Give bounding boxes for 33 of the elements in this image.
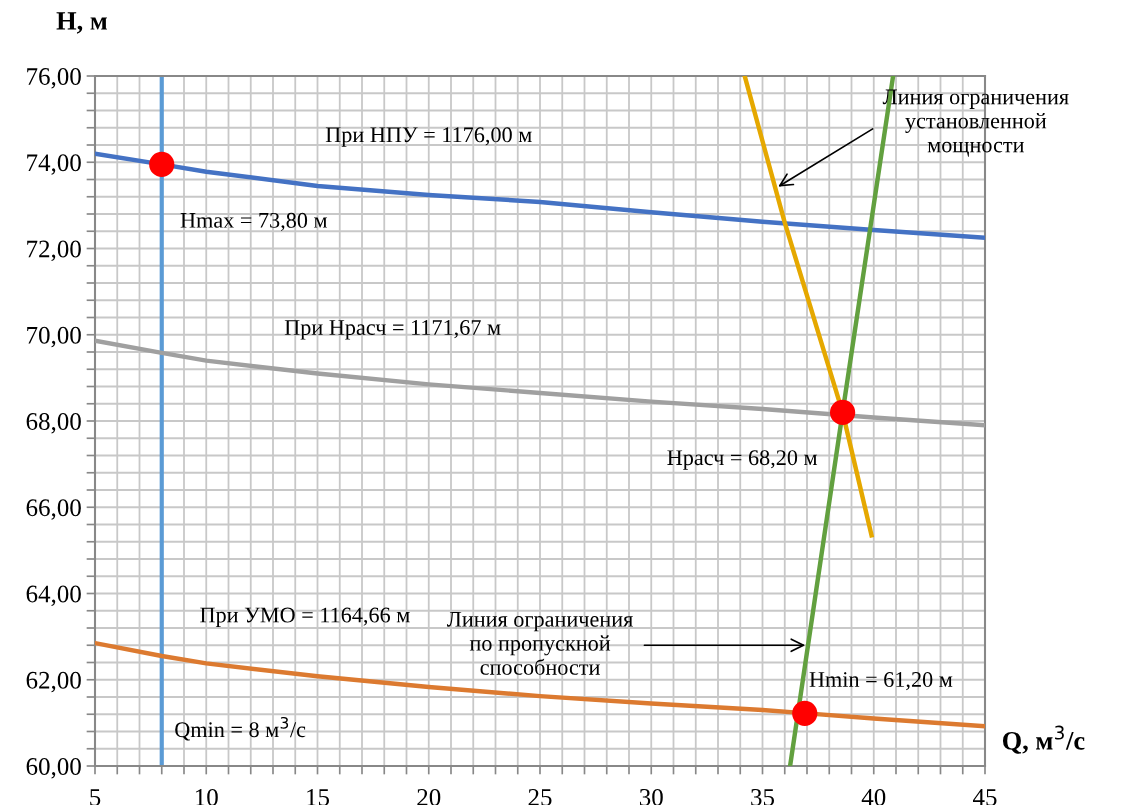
y-axis-title: H, м — [56, 12, 107, 34]
annotation: При Нрасч = 1171,67 м — [284, 320, 501, 340]
y-tick-label: 72,00 — [27, 240, 81, 262]
ref-line-label: Qmin = 8 м$^{3}$/с — [175, 716, 306, 741]
x-tick-label: 30 — [639, 788, 663, 805]
annotation: Hmax = 73,80 м — [180, 212, 328, 232]
annotation: Нрасч = 68,20 м — [667, 450, 818, 470]
x-tick-label: 45 — [972, 789, 997, 805]
x-axis-title: Q, м$^{3}$/с — [1002, 725, 1085, 754]
y-tick-label: 62,00 — [26, 671, 81, 693]
y-tick-label: 70,00 — [27, 326, 81, 348]
point — [792, 700, 818, 726]
line-series — [742, 76, 874, 538]
y-tick-label: 76,00 — [27, 68, 81, 89]
y-tick-label: 64,00 — [26, 585, 81, 607]
y-tick-label: 74,00 — [27, 154, 81, 175]
y-tick-label: 66,00 — [26, 499, 81, 520]
x-tick-label: 40 — [861, 788, 886, 805]
point — [829, 399, 856, 425]
annotation: При НПУ = 1176,00 м — [325, 127, 532, 147]
x-tick-label: 20 — [417, 788, 441, 805]
x-tick-label: 15 — [307, 789, 330, 805]
annotation: При УМО = 1164,66 м — [200, 607, 410, 628]
y-tick-label: 68,00 — [26, 413, 81, 434]
annotation: Hmin = 61,20 м — [809, 672, 953, 691]
x-tick-label: 35 — [751, 789, 775, 805]
y-tick-label: 60,00 — [26, 758, 81, 779]
line-series — [95, 338, 985, 428]
x-tick-label: 10 — [195, 788, 218, 805]
annotation: Линия ограничения по пропускной способности — [446, 612, 633, 675]
point — [149, 151, 175, 178]
x-tick-label: 5 — [90, 789, 101, 805]
x-tick-label: 25 — [528, 789, 552, 805]
